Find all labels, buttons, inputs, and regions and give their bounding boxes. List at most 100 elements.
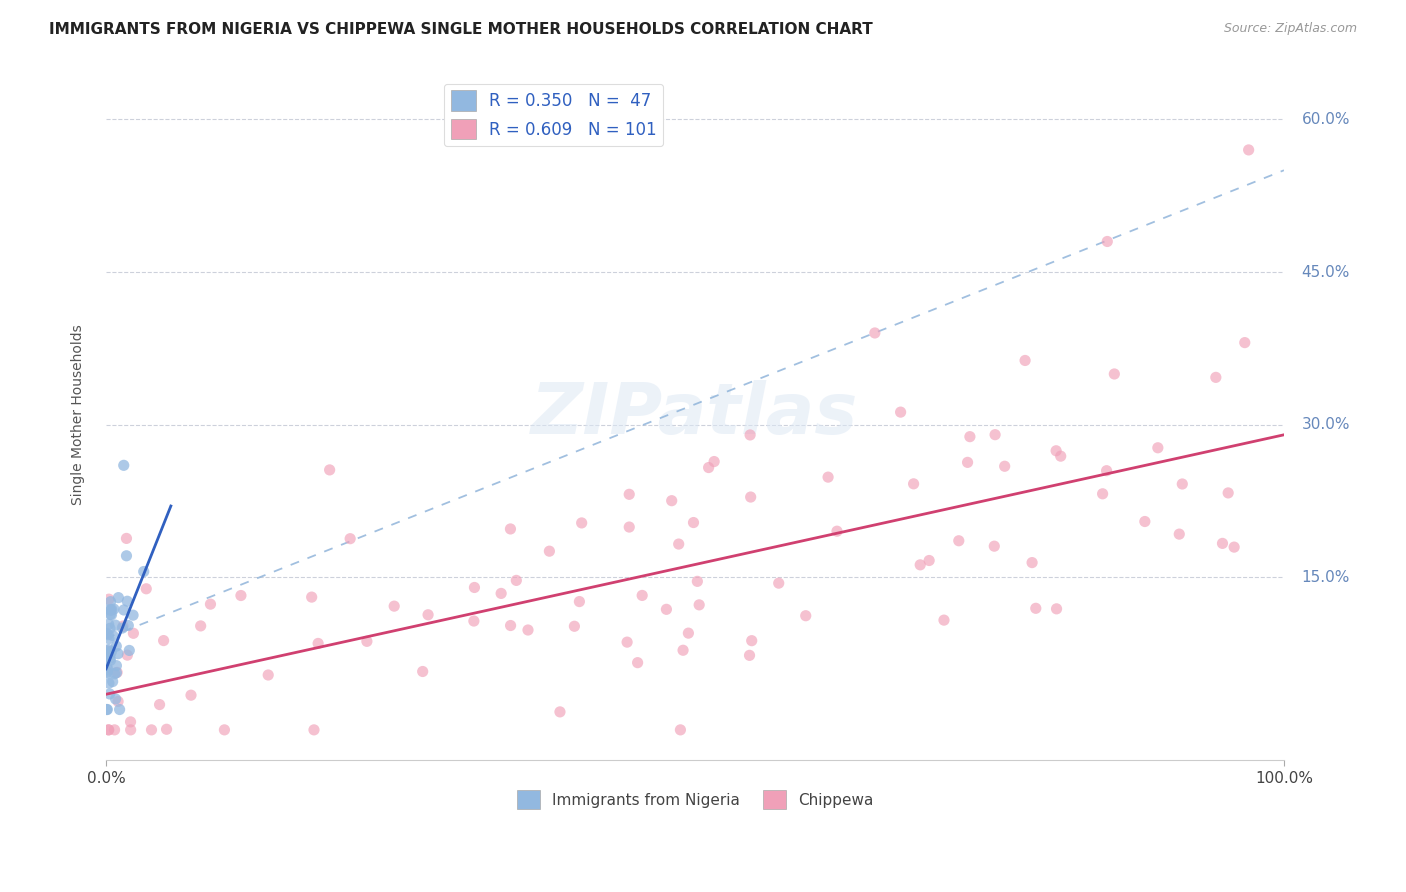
- Point: [616, 635, 638, 649]
- Point: [135, 582, 157, 596]
- Point: [96, 702, 118, 716]
- Point: [682, 516, 704, 530]
- Text: 60.0%: 60.0%: [1302, 112, 1350, 127]
- Point: [1014, 353, 1036, 368]
- Point: [1218, 486, 1240, 500]
- Point: [703, 454, 725, 468]
- Point: [416, 607, 439, 622]
- Text: Source: ZipAtlas.com: Source: ZipAtlas.com: [1223, 22, 1357, 36]
- Y-axis label: Single Mother Households: Single Mother Households: [72, 324, 86, 505]
- Point: [768, 576, 790, 591]
- Point: [96, 663, 118, 677]
- Point: [257, 668, 280, 682]
- Point: [517, 623, 540, 637]
- Point: [112, 603, 135, 617]
- Point: [97, 723, 120, 737]
- Point: [686, 574, 709, 589]
- Point: [97, 723, 120, 737]
- Point: [619, 487, 641, 501]
- Point: [908, 558, 931, 572]
- Point: [132, 565, 155, 579]
- Point: [200, 597, 222, 611]
- Legend: Immigrants from Nigeria, Chippewa: Immigrants from Nigeria, Chippewa: [510, 784, 879, 815]
- Point: [117, 648, 139, 662]
- Point: [568, 594, 591, 608]
- Point: [994, 459, 1017, 474]
- Point: [959, 430, 981, 444]
- Point: [1211, 536, 1233, 550]
- Point: [356, 634, 378, 648]
- Point: [903, 476, 925, 491]
- Text: IMMIGRANTS FROM NIGERIA VS CHIPPEWA SINGLE MOTHER HOUSEHOLDS CORRELATION CHART: IMMIGRANTS FROM NIGERIA VS CHIPPEWA SING…: [49, 22, 873, 37]
- Point: [107, 591, 129, 605]
- Point: [661, 493, 683, 508]
- Point: [382, 599, 405, 614]
- Point: [688, 598, 710, 612]
- Point: [984, 427, 1007, 442]
- Point: [105, 665, 128, 680]
- Point: [738, 648, 761, 663]
- Point: [97, 617, 120, 632]
- Point: [1095, 464, 1118, 478]
- Point: [740, 490, 762, 504]
- Point: [463, 614, 485, 628]
- Point: [103, 723, 125, 737]
- Point: [669, 723, 692, 737]
- Point: [97, 642, 120, 657]
- Point: [505, 574, 527, 588]
- Point: [672, 643, 695, 657]
- Point: [339, 532, 361, 546]
- Point: [96, 665, 118, 680]
- Point: [499, 618, 522, 632]
- Point: [104, 692, 127, 706]
- Point: [141, 723, 163, 737]
- Point: [105, 665, 128, 680]
- Point: [97, 632, 120, 646]
- Point: [105, 639, 128, 653]
- Point: [108, 702, 131, 716]
- Point: [97, 676, 120, 690]
- Point: [1025, 601, 1047, 615]
- Point: [97, 628, 120, 642]
- Point: [1171, 477, 1194, 491]
- Point: [111, 619, 134, 633]
- Point: [96, 643, 118, 657]
- Point: [890, 405, 912, 419]
- Point: [180, 688, 202, 702]
- Point: [1021, 556, 1043, 570]
- Point: [148, 698, 170, 712]
- Point: [120, 714, 142, 729]
- Point: [697, 460, 720, 475]
- Point: [229, 589, 252, 603]
- Point: [1097, 235, 1119, 249]
- Text: 30.0%: 30.0%: [1302, 417, 1350, 432]
- Point: [678, 626, 700, 640]
- Point: [214, 723, 236, 737]
- Point: [1205, 370, 1227, 384]
- Point: [499, 522, 522, 536]
- Point: [1104, 367, 1126, 381]
- Point: [1091, 487, 1114, 501]
- Point: [122, 608, 145, 623]
- Point: [96, 646, 118, 660]
- Point: [97, 644, 120, 658]
- Point: [103, 602, 125, 616]
- Point: [571, 516, 593, 530]
- Point: [96, 648, 118, 662]
- Point: [120, 723, 142, 737]
- Point: [817, 470, 839, 484]
- Point: [96, 626, 118, 640]
- Point: [1045, 602, 1067, 616]
- Point: [152, 633, 174, 648]
- Point: [100, 645, 122, 659]
- Point: [101, 674, 124, 689]
- Point: [825, 524, 848, 539]
- Point: [619, 520, 641, 534]
- Point: [548, 705, 571, 719]
- Point: [302, 723, 325, 737]
- Point: [655, 602, 678, 616]
- Point: [983, 539, 1005, 553]
- Point: [1168, 527, 1191, 541]
- Point: [1045, 443, 1067, 458]
- Text: 45.0%: 45.0%: [1302, 265, 1350, 279]
